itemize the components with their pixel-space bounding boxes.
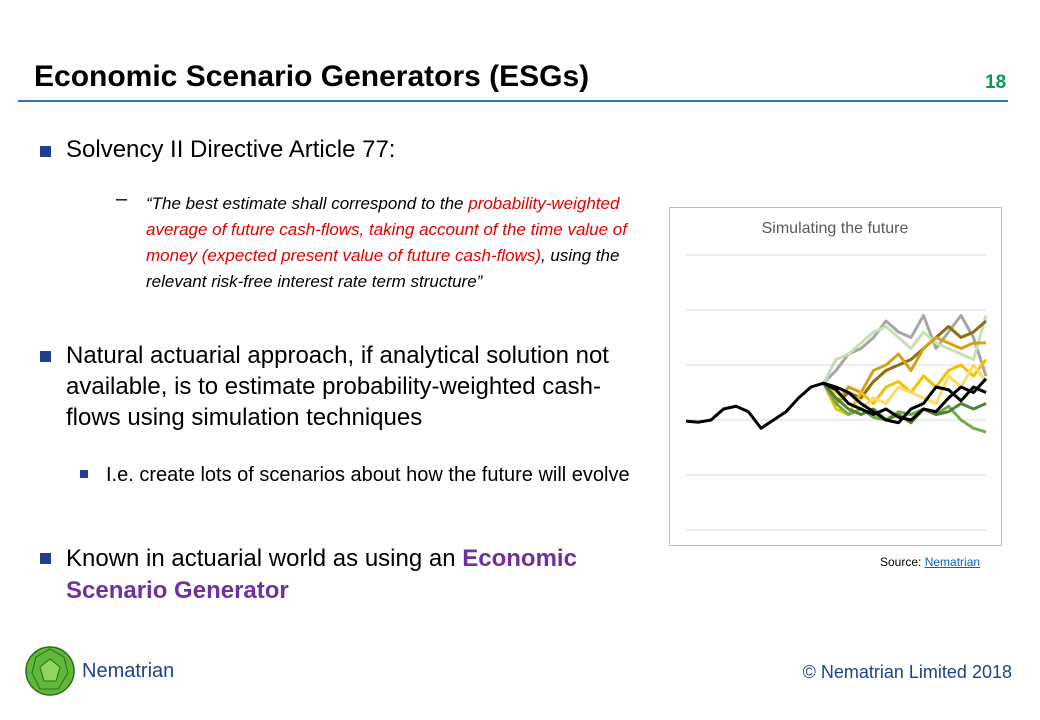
chart: Simulating the future: [669, 207, 1002, 546]
title-rule: [18, 100, 1008, 102]
series-line: [822, 336, 986, 405]
copyright: © Nematrian Limited 2018: [802, 662, 1012, 682]
bullet-marker: [40, 553, 51, 564]
source-link[interactable]: Nematrian: [924, 555, 981, 569]
series-line: [822, 315, 988, 384]
bullet-emphasis: Economic Scenario Generator: [66, 545, 577, 604]
chart-frame: [669, 207, 1002, 546]
quote-text: , using the relevant risk-free interest …: [146, 246, 620, 291]
page-number: 18: [985, 72, 1007, 93]
sub-bullet-marker: [80, 470, 88, 478]
chart-title: Simulating the future: [762, 220, 909, 237]
slide-title: Economic Scenario Generators (ESGs): [34, 60, 590, 93]
series-line: [685, 381, 987, 430]
sub-bullet-text: I.e. create lots of scenarios about how …: [106, 464, 630, 486]
bullet-marker: [40, 146, 51, 157]
bullet-text: Known in actuarial world as using an Eco…: [66, 543, 656, 607]
quote-highlight: probability-weighted average of future c…: [146, 194, 627, 265]
source-label: Source:: [880, 555, 925, 569]
quote: “The best estimate shall correspond to t…: [146, 191, 646, 295]
bullet-marker: [40, 351, 51, 362]
bullet-text: Solvency II Directive Article 77:: [66, 136, 396, 163]
bullet-text: Natural actuarial approach, if analytica…: [66, 342, 609, 431]
brand: Nematrian: [82, 660, 175, 682]
series-line: [822, 382, 987, 434]
quote-text: “The best estimate shall correspond to t…: [146, 194, 469, 213]
series-line: [822, 377, 988, 422]
source: Source: Nematrian: [880, 555, 980, 569]
logo: [25, 646, 75, 696]
bullet-text: Known in actuarial world as using an: [66, 545, 463, 572]
dash-marker: –: [116, 188, 128, 210]
